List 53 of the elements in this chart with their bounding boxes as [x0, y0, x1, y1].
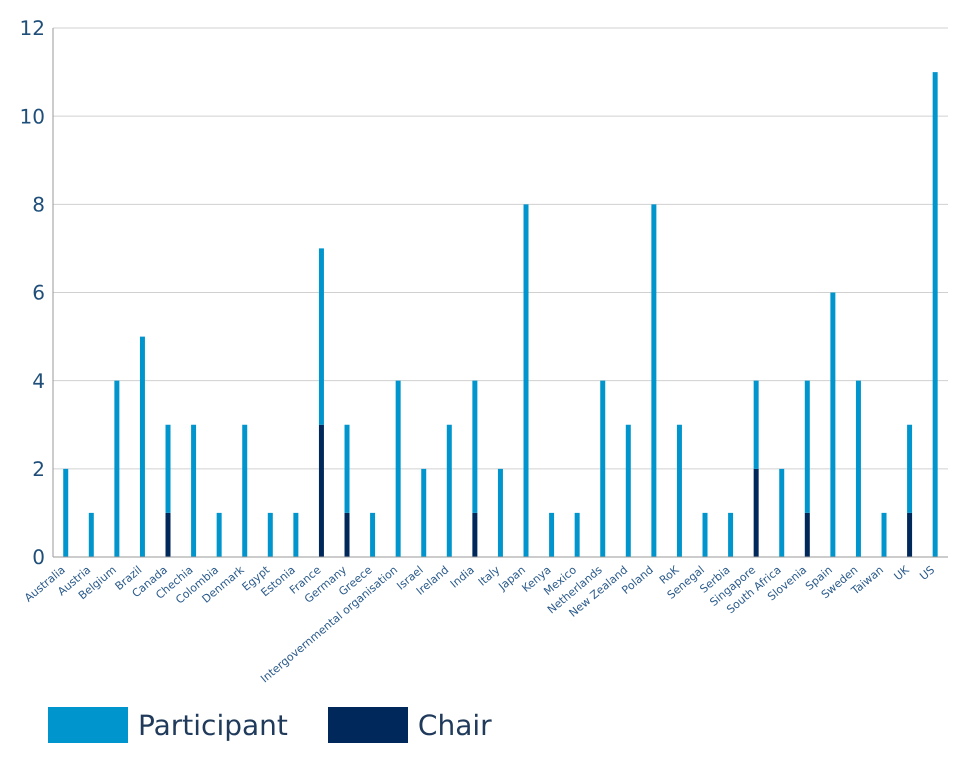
bar	[702, 512, 708, 557]
legend-label: Chair	[418, 708, 492, 742]
bar	[166, 512, 171, 557]
bar	[830, 292, 836, 557]
bar	[318, 248, 324, 425]
bar	[166, 424, 171, 513]
bar	[318, 424, 324, 557]
y-tick-label: 4	[32, 368, 45, 393]
bar	[344, 424, 350, 513]
bar	[754, 468, 759, 557]
bar	[268, 512, 273, 557]
bar	[524, 204, 529, 557]
bar	[574, 512, 580, 557]
bar	[907, 424, 912, 513]
y-tick-label: 0	[32, 545, 45, 570]
bar	[549, 512, 554, 557]
x-tick-label: UK	[892, 562, 912, 584]
bar	[114, 380, 120, 557]
bar	[396, 380, 401, 557]
bar	[600, 380, 606, 557]
y-tick-label: 2	[32, 456, 45, 481]
bar	[472, 380, 478, 513]
bar	[88, 512, 94, 557]
bar	[216, 512, 222, 557]
bar	[804, 380, 810, 513]
bar	[626, 424, 631, 557]
bar	[754, 380, 759, 469]
x-tick-label: US	[917, 563, 938, 583]
bar	[804, 512, 810, 557]
bar	[779, 468, 784, 557]
bar	[344, 512, 350, 557]
bar	[907, 512, 912, 557]
bar	[140, 336, 145, 557]
y-tick-label: 8	[32, 192, 45, 216]
y-tick-label: 10	[20, 104, 45, 128]
bar	[651, 204, 656, 557]
bar	[421, 468, 426, 557]
bar	[242, 424, 248, 557]
bar	[472, 512, 478, 557]
bar	[63, 468, 68, 557]
bar	[932, 72, 938, 557]
bar	[446, 424, 452, 557]
bar	[882, 512, 887, 557]
bar	[370, 512, 376, 557]
bar	[498, 468, 503, 557]
legend-label: Participant	[138, 708, 288, 742]
bar	[728, 512, 734, 557]
bar	[676, 424, 682, 557]
y-tick-label: 6	[32, 280, 45, 305]
y-tick-label: 12	[20, 16, 45, 40]
bar	[191, 424, 196, 557]
bar	[293, 512, 298, 557]
bar	[856, 380, 861, 557]
